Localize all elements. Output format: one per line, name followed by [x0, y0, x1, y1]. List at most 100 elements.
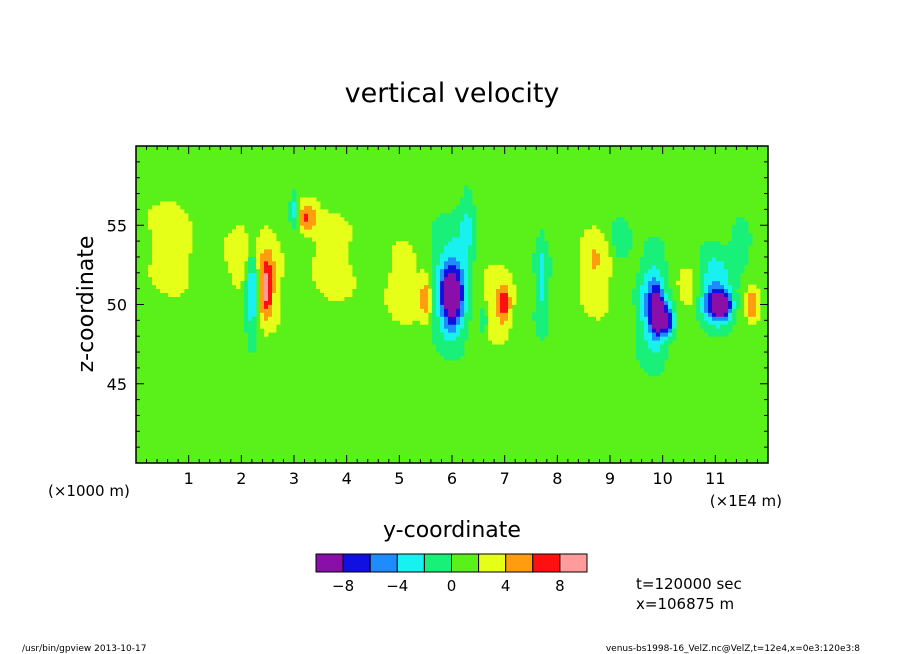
heatmap-cell — [148, 264, 189, 270]
heatmap-cell — [272, 252, 285, 258]
heatmap-cell — [316, 280, 357, 286]
heatmap-cell — [696, 296, 701, 301]
heatmap-cell — [640, 256, 665, 262]
heatmap-cell — [536, 324, 549, 329]
heatmap-cell — [456, 320, 461, 325]
heatmap-cells — [148, 185, 761, 377]
heatmap-cell — [432, 221, 461, 226]
heatmap-cell — [704, 328, 733, 333]
heatmap-cell — [264, 249, 273, 254]
heatmap-cell — [432, 241, 449, 246]
heatmap-cell — [668, 308, 673, 313]
heatmap-cell — [424, 284, 429, 290]
colorbar-swatch — [478, 553, 507, 573]
time-annotation: t=120000 sec — [636, 575, 742, 593]
heatmap-cell — [672, 312, 677, 317]
heatmap-cell — [540, 292, 545, 297]
heatmap-cell — [468, 288, 473, 294]
heatmap-cell — [672, 304, 677, 309]
heatmap-cell — [600, 252, 609, 258]
heatmap-cell — [432, 245, 445, 250]
heatmap-cell — [248, 296, 257, 301]
heatmap-cell — [732, 296, 741, 301]
colorbar-swatch — [451, 553, 480, 573]
heatmap-cell — [432, 304, 437, 309]
heatmap-cell — [536, 304, 549, 309]
heatmap-cell — [660, 332, 669, 337]
heatmap-cell — [536, 300, 549, 305]
colorbar-swatch — [505, 553, 534, 573]
heatmap-cell — [652, 304, 665, 309]
heatmap-cell — [432, 292, 437, 297]
heatmap-cell — [484, 280, 513, 286]
heatmap-cell — [432, 332, 445, 337]
heatmap-cell — [440, 308, 445, 313]
heatmap-cell — [500, 292, 509, 297]
heatmap-cell — [312, 264, 353, 270]
heatmap-cell — [732, 288, 737, 294]
heatmap-cell — [432, 316, 441, 321]
heatmap-cell — [460, 316, 465, 321]
heatmap-cell — [152, 245, 193, 250]
heatmap-cell — [644, 245, 665, 250]
heatmap-cell — [228, 264, 245, 270]
heatmap-cell — [312, 260, 349, 266]
heatmap-cell — [436, 308, 441, 313]
heatmap-cell — [580, 300, 609, 305]
heatmap-cell — [672, 324, 677, 329]
heatmap-cell — [696, 312, 705, 317]
heatmap-cell — [436, 272, 441, 278]
heatmap-cell — [432, 280, 437, 286]
heatmap-cell — [704, 272, 729, 278]
heatmap-cell — [152, 276, 189, 282]
colorbar-labels: −8 −4 0 4 8 — [332, 577, 565, 595]
heatmap-cell — [660, 272, 669, 278]
heatmap-cell — [456, 256, 469, 262]
heatmap-cell — [544, 280, 549, 286]
colorbar-swatch — [369, 553, 398, 573]
heatmap-cell — [468, 284, 473, 290]
heatmap-cell — [472, 237, 477, 242]
heatmap-cell — [640, 260, 669, 266]
heatmap-cell — [484, 268, 509, 274]
heatmap-cell — [448, 328, 457, 333]
heatmap-cell — [464, 292, 469, 297]
heatmap-cell — [700, 300, 705, 305]
heatmap-cell — [648, 284, 653, 290]
heatmap-cell — [152, 241, 193, 246]
colorbar-tick-label: 0 — [447, 577, 457, 595]
x-tick-label: 9 — [605, 469, 615, 488]
heatmap-cell — [432, 336, 445, 341]
heatmap-cell — [712, 292, 725, 297]
colorbar-tick-label: 8 — [555, 577, 565, 595]
heatmap-cell — [512, 296, 517, 301]
heatmap-cell — [272, 272, 277, 278]
heatmap-cell — [448, 241, 473, 246]
heatmap-cell — [468, 256, 477, 262]
heatmap-cell — [292, 189, 297, 194]
heatmap-cell — [700, 324, 717, 329]
heatmap-cell — [700, 256, 713, 262]
heatmap-cell — [440, 276, 445, 282]
heatmap-cell — [432, 324, 441, 329]
heatmap-cell — [440, 288, 445, 294]
heatmap-cell — [444, 320, 449, 325]
heatmap-cell — [248, 292, 257, 297]
heatmap-cell — [384, 292, 421, 297]
heatmap-cell — [680, 296, 693, 301]
heatmap-cell — [496, 300, 501, 305]
heatmap-cell — [508, 300, 513, 305]
heatmap-cell — [444, 356, 461, 361]
heatmap-cell — [508, 292, 517, 297]
heatmap-cell — [312, 272, 353, 278]
heatmap-cell — [292, 197, 297, 202]
heatmap-cell — [152, 237, 193, 242]
heatmap-cell — [392, 316, 429, 321]
heatmap-cell — [436, 296, 441, 301]
heatmap-cell — [464, 217, 473, 222]
heatmap-cell — [544, 260, 553, 266]
heatmap-cell — [388, 280, 429, 286]
heatmap-cell — [644, 296, 649, 301]
heatmap-cell — [440, 320, 445, 325]
heatmap-cell — [464, 316, 473, 321]
